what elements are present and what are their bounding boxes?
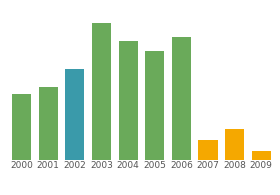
Bar (172, 37, 191, 160)
Bar (252, 151, 271, 160)
Bar (92, 23, 111, 160)
Bar (225, 129, 244, 160)
Bar (145, 51, 164, 160)
Bar (12, 94, 31, 160)
Bar (199, 140, 218, 160)
Bar (39, 87, 58, 160)
Bar (118, 41, 138, 160)
Bar (65, 69, 84, 160)
